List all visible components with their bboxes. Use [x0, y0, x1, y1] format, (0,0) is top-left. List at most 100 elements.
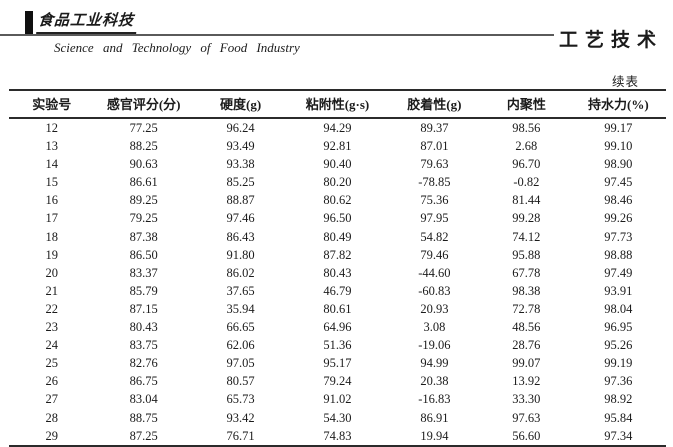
cell: 29	[45, 428, 58, 443]
cell: 86.02	[226, 265, 255, 280]
cell: 98.46	[604, 193, 633, 208]
cell: -78.85	[418, 175, 451, 190]
cell: 13	[45, 139, 58, 154]
table-row: 20 83.37 86.02 80.43 -44.60 67.78 97.49	[9, 264, 666, 282]
cell: 99.26	[604, 211, 633, 226]
cell: 86.43	[226, 229, 255, 244]
cell: 35.94	[226, 301, 255, 316]
cell: 17	[45, 211, 58, 226]
cell: 83.75	[129, 338, 158, 353]
column-header-2: 硬度(g)	[192, 90, 289, 119]
table-row: 27 83.04 65.73 91.02 -16.83 33.30 98.92	[9, 390, 666, 408]
cell: 80.49	[323, 229, 352, 244]
cell: 86.75	[129, 374, 158, 389]
cell: 64.96	[323, 320, 352, 335]
table-row: 16 89.25 88.87 80.62 75.36 81.44 98.46	[9, 191, 666, 209]
cell: 96.70	[512, 157, 541, 172]
table-row: 14 90.63 93.38 90.40 79.63 96.70 98.90	[9, 155, 666, 173]
cell: 19	[45, 247, 58, 262]
cell: 93.91	[604, 283, 633, 298]
table-row: 13 88.25 93.49 92.81 87.01 2.68 99.10	[9, 137, 666, 155]
cell: 86.50	[129, 247, 158, 262]
journal-name-english: Science and Technology of Food Industry	[54, 40, 300, 55]
cell: 97.73	[604, 229, 633, 244]
cell: 97.05	[226, 356, 255, 371]
brand-bar-decoration	[25, 11, 33, 35]
cell: 87.01	[420, 139, 449, 154]
cell: 87.15	[129, 301, 158, 316]
cell: 98.90	[604, 157, 633, 172]
table-row: 28 88.75 93.42 54.30 86.91 97.63 95.84	[9, 409, 666, 427]
cell: 72.78	[512, 301, 541, 316]
cell: 83.04	[129, 392, 158, 407]
cell: 81.44	[512, 193, 541, 208]
cell: -0.82	[513, 175, 540, 190]
cell: 93.49	[226, 139, 255, 154]
cell: 48.56	[512, 320, 541, 335]
cell: 28.76	[512, 338, 541, 353]
column-header-1: 感官评分(分)	[94, 90, 193, 119]
cell: 25	[45, 356, 58, 371]
cell: 97.63	[512, 410, 541, 425]
cell: -60.83	[418, 283, 451, 298]
cell: 97.46	[226, 211, 255, 226]
cell: 62.06	[226, 338, 255, 353]
cell: 19.94	[420, 428, 449, 443]
column-header-6: 持水力(%)	[570, 90, 666, 119]
cell: 98.56	[512, 121, 541, 135]
cell: 91.02	[323, 392, 352, 407]
cell: 26	[45, 374, 58, 389]
experiment-results-table: 实验号 感官评分(分) 硬度(g) 粘附性(g·s) 胶着性(g) 内聚性 持水力(%) 1…	[9, 89, 666, 447]
cell: 24	[45, 338, 58, 353]
cell: 67.78	[512, 265, 541, 280]
cell: -44.60	[418, 265, 451, 280]
cell: 27	[45, 392, 58, 407]
cell: 91.80	[226, 247, 255, 262]
cell: 96.95	[604, 320, 633, 335]
cell: 85.79	[129, 283, 158, 298]
cell: 28	[45, 410, 58, 425]
cell: 13.92	[512, 374, 541, 389]
cell: 79.24	[323, 374, 352, 389]
cell: 16	[45, 193, 58, 208]
table-row: 23 80.43 66.65 64.96 3.08 48.56 96.95	[9, 318, 666, 336]
masthead-divider-line	[0, 34, 554, 36]
cell: 85.25	[226, 175, 255, 190]
table-row: 15 86.61 85.25 80.20 -78.85 -0.82 97.45	[9, 173, 666, 191]
cell: 97.95	[420, 211, 449, 226]
table-row: 29 87.25 76.71 74.83 19.94 56.60 97.34	[9, 427, 666, 446]
cell: 89.25	[129, 193, 158, 208]
cell: -19.06	[418, 338, 451, 353]
cell: 99.28	[512, 211, 541, 226]
cell: 80.43	[129, 320, 158, 335]
cell: 22	[45, 301, 58, 316]
cell: 86.61	[129, 175, 158, 190]
cell: 80.20	[323, 175, 352, 190]
cell: 86.91	[420, 410, 449, 425]
cell: 88.25	[129, 139, 158, 154]
cell: 97.49	[604, 265, 633, 280]
cell: 93.42	[226, 410, 255, 425]
cell: 76.71	[226, 428, 255, 443]
column-header-0: 实验号	[9, 90, 95, 119]
cell: 21	[45, 283, 58, 298]
cell: 96.50	[323, 211, 352, 226]
cell: 51.36	[323, 338, 352, 353]
cell: 88.75	[129, 410, 158, 425]
table-row: 26 86.75 80.57 79.24 20.38 13.92 97.36	[9, 372, 666, 390]
cell: 80.43	[323, 265, 352, 280]
cell: 95.17	[323, 356, 352, 371]
cell: 99.17	[604, 121, 633, 135]
cell: 66.65	[226, 320, 255, 335]
cell: 94.29	[323, 121, 352, 135]
continued-table-label: 续表	[611, 75, 639, 89]
cell: 98.88	[604, 247, 633, 262]
cell: 95.84	[604, 410, 633, 425]
cell: 74.83	[323, 428, 352, 443]
cell: 20.38	[420, 374, 449, 389]
cell: 98.04	[604, 301, 633, 316]
table-row: 12 77.25 96.24 94.29 89.37 98.56 99.17	[9, 118, 666, 137]
cell: 74.12	[512, 229, 541, 244]
cell: 83.37	[129, 265, 158, 280]
